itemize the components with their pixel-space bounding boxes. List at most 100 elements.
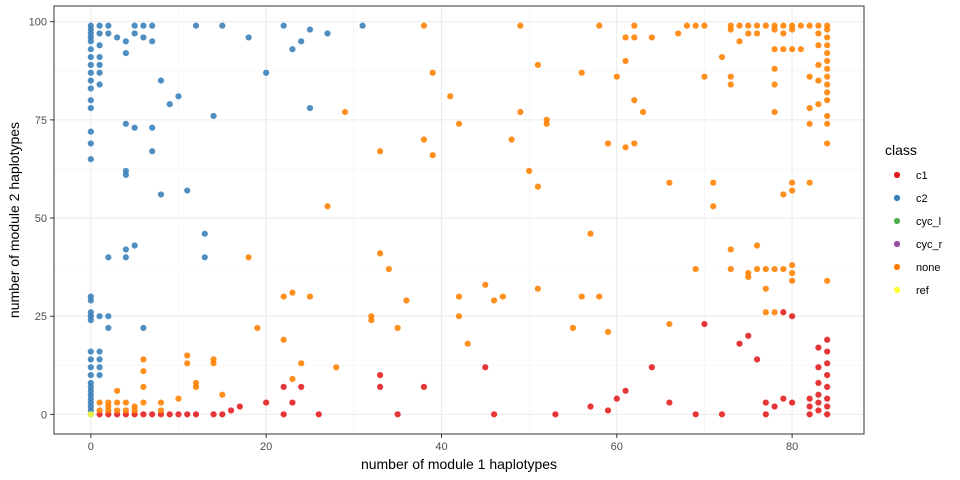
data-point-none [771,65,778,72]
data-point-c2 [96,61,103,68]
data-point-c2 [96,313,103,320]
data-point-none [815,77,822,84]
data-point-none [140,399,147,406]
data-point-c2 [175,93,182,100]
data-point-c1 [315,411,322,418]
data-point-c1 [604,407,612,414]
data-point-none [631,34,638,41]
x-axis: 0 20 40 60 80 [88,434,798,453]
data-point-c2 [96,81,103,88]
data-point-none [289,289,296,296]
data-point-none [824,89,831,96]
data-point-none [675,30,682,37]
data-point-c2 [96,69,103,76]
data-point-c2 [166,101,173,108]
data-point-none [622,57,629,65]
data-point-c2 [122,254,129,261]
data-point-none [762,265,769,273]
data-point-c1 [762,399,769,406]
data-point-none [140,383,147,390]
data-point-none [184,352,191,359]
data-point-none [210,360,217,367]
data-point-c2 [289,46,296,53]
legend-label-none: none [916,262,940,274]
data-point-c1 [815,364,822,371]
data-point-c2 [122,38,129,45]
legend-label-cyc_l: cyc_l [916,216,941,228]
legend-key-c1 [893,171,901,179]
data-point-none [184,360,191,367]
data-point-none [771,26,778,33]
data-point-none [534,285,541,292]
data-point-none [824,112,831,120]
data-point-c2 [149,148,156,155]
data-point-none [140,368,147,375]
legend-label-c1: c1 [916,170,928,182]
data-point-none [771,108,778,116]
data-point-none [789,187,796,194]
data-point-c2 [149,38,156,45]
data-point-ref [87,411,94,418]
data-point-c2 [140,34,147,41]
data-point-none [824,34,831,41]
data-point-none [526,167,533,175]
data-point-none [762,22,769,29]
data-point-c1 [394,411,401,418]
legend-key-c2 [893,194,901,202]
data-point-none [824,277,831,284]
data-point-none [175,395,182,402]
data-point-none [192,383,200,390]
data-point-c2 [122,246,129,253]
data-point-none [806,120,813,127]
data-point-none [613,73,620,80]
data-point-none [780,191,787,198]
data-point-none [753,242,761,249]
data-point-none [306,293,314,300]
data-point-none [762,309,769,316]
data-point-c1 [780,309,787,316]
data-point-none [789,26,796,33]
data-point-none [429,152,436,159]
data-point-c2 [105,30,112,37]
data-point-none [727,26,734,33]
data-point-none [403,297,410,304]
data-point-none [745,22,752,29]
data-point-none [824,97,831,104]
plot-border [53,5,865,435]
data-point-c1 [815,407,822,414]
data-point-c2 [105,324,112,332]
y-tick-label: 75 [35,115,47,127]
data-point-c1 [789,399,796,406]
y-axis-title: number of module 2 haplotypes [6,122,22,318]
data-point-c2 [201,230,208,237]
data-point-none [727,81,734,88]
data-point-none [727,265,734,273]
data-point-c2 [201,254,208,261]
data-point-none [157,399,165,406]
legend-key-cyc_r [893,240,901,248]
data-point-c1 [166,411,173,418]
data-point-c2 [87,77,94,84]
data-point-c2 [122,171,129,178]
data-point-c1 [762,411,769,418]
data-point-c2 [87,372,94,379]
data-point-c2 [105,22,112,29]
data-point-none [701,22,708,29]
series-c2 [87,22,366,418]
data-point-none [789,46,796,53]
data-point-none [718,53,726,61]
data-point-c1 [806,395,813,402]
data-point-none [482,281,489,288]
data-point-c1 [824,348,831,355]
data-point-c1 [140,411,147,418]
data-point-none [604,328,612,336]
data-point-c2 [96,30,103,37]
data-point-none [324,203,331,210]
data-point-none [815,30,822,37]
data-point-none [736,38,743,45]
data-point-none [289,375,296,383]
data-point-none [780,265,787,273]
data-point-none [824,50,831,57]
data-point-none [806,104,813,112]
